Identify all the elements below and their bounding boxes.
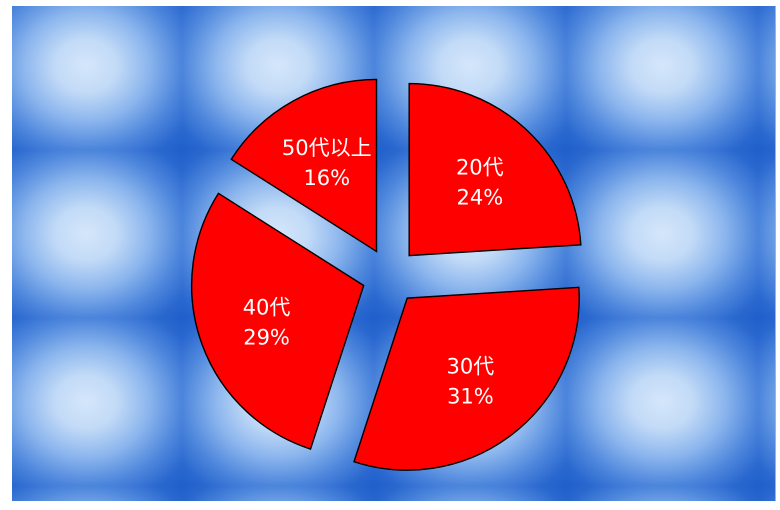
slice-category-label: 40代 bbox=[243, 295, 291, 319]
slice-percent-label: 24% bbox=[456, 185, 503, 209]
slice-percent-label: 16% bbox=[303, 166, 350, 190]
slice-category-label: 30代 bbox=[447, 355, 495, 379]
pie-slice-2 bbox=[354, 287, 579, 470]
slice-percent-label: 31% bbox=[447, 385, 494, 409]
slice-category-label: 50代以上 bbox=[282, 136, 372, 160]
slice-percent-label: 29% bbox=[243, 325, 290, 349]
pie-chart: 20代 24% 30代 31% 40代 29% 50代以上 16% bbox=[12, 6, 775, 501]
chart-panel: 20代 24% 30代 31% 40代 29% 50代以上 16% bbox=[12, 6, 776, 501]
slice-category-label: 20代 bbox=[456, 155, 504, 179]
pie-slice-3 bbox=[192, 193, 364, 449]
